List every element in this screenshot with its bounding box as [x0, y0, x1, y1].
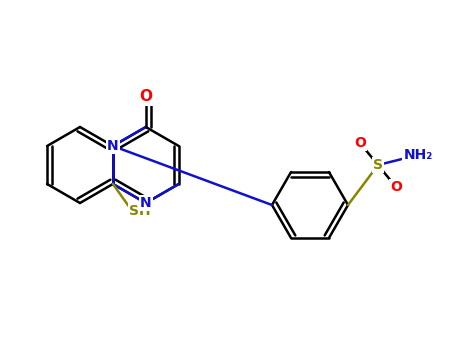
Text: SH: SH: [129, 204, 151, 218]
Text: O: O: [354, 136, 366, 150]
Text: NH₂: NH₂: [404, 148, 433, 162]
Text: O: O: [390, 180, 402, 194]
Text: S: S: [373, 158, 383, 172]
Text: O: O: [139, 89, 152, 104]
Text: N: N: [140, 196, 152, 210]
Text: N: N: [107, 139, 119, 153]
